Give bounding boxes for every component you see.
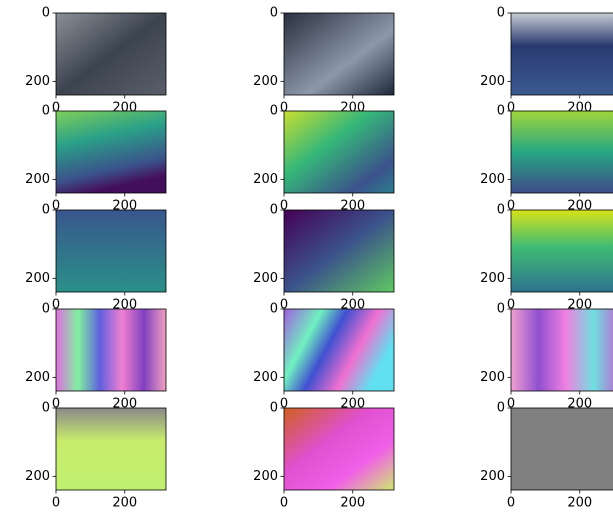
figure: 0200020002000200020002000200020002000200… — [0, 0, 613, 521]
y-tick-label: 200 — [480, 271, 505, 286]
image — [56, 111, 166, 193]
y-tick-label: 0 — [42, 401, 50, 416]
y-tick-label: 200 — [253, 271, 278, 286]
y-tick-label: 200 — [25, 271, 50, 286]
y-tick-label: 0 — [42, 302, 50, 317]
y-tick-label: 0 — [497, 104, 505, 119]
x-tick-label: 0 — [507, 496, 515, 511]
image — [511, 111, 613, 193]
y-tick-label: 0 — [270, 203, 278, 218]
image — [284, 210, 394, 292]
y-tick-label: 0 — [270, 401, 278, 416]
image — [56, 13, 166, 95]
y-tick-label: 200 — [25, 74, 50, 89]
y-tick-label: 200 — [480, 74, 505, 89]
y-tick-label: 200 — [253, 469, 278, 484]
x-tick-label: 0 — [52, 496, 60, 511]
y-tick-label: 0 — [270, 6, 278, 21]
image — [511, 13, 613, 95]
y-tick-label: 0 — [497, 6, 505, 21]
y-tick-label: 200 — [480, 172, 505, 187]
image — [284, 309, 394, 391]
y-tick-label: 200 — [253, 370, 278, 385]
image — [284, 13, 394, 95]
image — [511, 210, 613, 292]
image — [56, 309, 166, 391]
y-tick-label: 0 — [42, 203, 50, 218]
y-tick-label: 0 — [270, 302, 278, 317]
image — [56, 408, 166, 490]
image — [56, 210, 166, 292]
image — [511, 408, 613, 490]
y-tick-label: 200 — [253, 172, 278, 187]
x-tick-label: 200 — [567, 496, 592, 511]
y-tick-label: 200 — [253, 74, 278, 89]
y-tick-label: 0 — [497, 302, 505, 317]
y-tick-label: 200 — [25, 469, 50, 484]
y-tick-label: 200 — [25, 172, 50, 187]
x-tick-label: 0 — [280, 496, 288, 511]
y-tick-label: 200 — [480, 370, 505, 385]
y-tick-label: 0 — [42, 104, 50, 119]
image — [284, 111, 394, 193]
y-tick-label: 0 — [42, 6, 50, 21]
y-tick-label: 0 — [270, 104, 278, 119]
y-tick-label: 200 — [25, 370, 50, 385]
y-tick-label: 0 — [497, 203, 505, 218]
x-tick-label: 200 — [112, 496, 137, 511]
x-tick-label: 200 — [340, 496, 365, 511]
page: 0200020002000200020002000200020002000200… — [0, 0, 613, 521]
image — [511, 309, 613, 391]
y-tick-label: 200 — [480, 469, 505, 484]
image — [284, 408, 394, 490]
y-tick-label: 0 — [497, 401, 505, 416]
